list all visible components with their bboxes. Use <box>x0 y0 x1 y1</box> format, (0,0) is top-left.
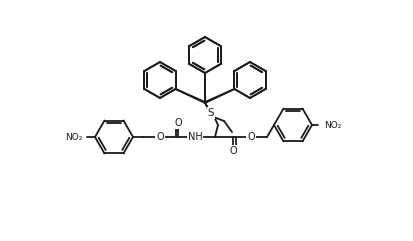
Text: O: O <box>174 118 182 128</box>
Text: NO₂: NO₂ <box>65 133 83 141</box>
Text: O: O <box>247 132 255 142</box>
Text: NO₂: NO₂ <box>324 120 342 129</box>
Text: S: S <box>208 108 214 118</box>
Text: S: S <box>208 108 214 118</box>
Text: O: O <box>229 146 237 156</box>
Text: NH: NH <box>188 132 202 142</box>
Text: O: O <box>156 132 164 142</box>
